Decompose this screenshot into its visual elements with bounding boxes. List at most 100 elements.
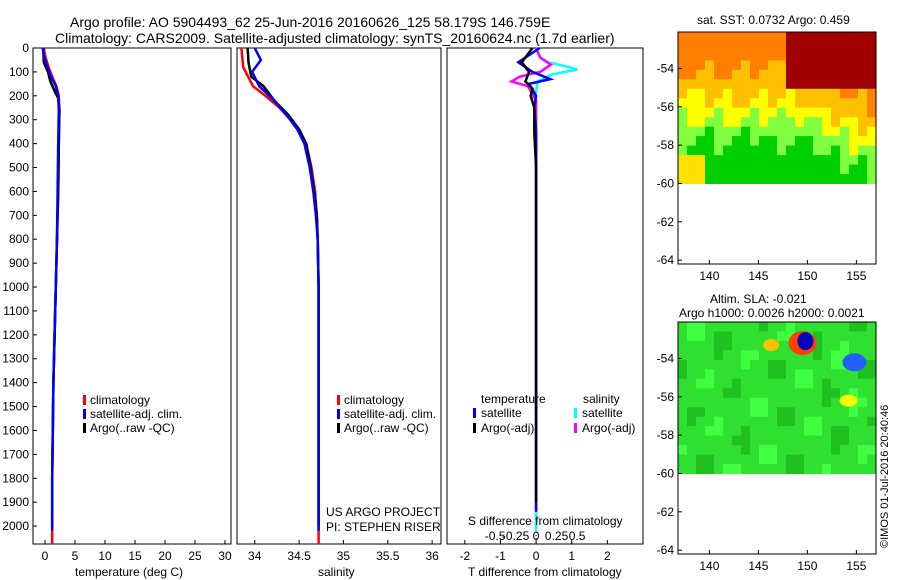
heatmap-cell xyxy=(867,60,877,71)
heatmap-cell xyxy=(696,407,706,418)
legend-label-t-satellite: satellite xyxy=(481,406,522,420)
heatmap-cell xyxy=(804,359,814,370)
heatmap-cell xyxy=(858,322,868,332)
legend-label-s-satellite: satellite xyxy=(582,406,623,420)
heatmap-cell xyxy=(786,445,796,456)
heatmap-cell xyxy=(858,145,868,156)
heatmap-cell xyxy=(777,340,787,351)
heatmap-cell xyxy=(804,164,814,175)
heatmap-cell xyxy=(813,388,823,399)
heatmap-cell xyxy=(750,164,760,175)
heatmap-cell xyxy=(840,32,850,42)
lon-tick-label: 155 xyxy=(846,269,866,283)
heatmap-cell xyxy=(849,340,859,351)
heatmap-cell xyxy=(858,107,868,118)
depth-tick-label: 700 xyxy=(9,208,29,222)
heatmap-cell xyxy=(849,79,859,90)
depth-tick-label: 1800 xyxy=(2,471,29,485)
depth-tick-label: 1000 xyxy=(2,280,29,294)
heatmap-cell xyxy=(867,88,877,99)
heatmap-cell xyxy=(678,136,688,147)
heatmap-cell xyxy=(849,378,859,389)
heatmap-cell xyxy=(678,322,688,332)
heatmap-cell xyxy=(786,32,796,42)
heatmap-cell xyxy=(705,32,715,42)
heatmap-cell xyxy=(840,107,850,118)
heatmap-cell xyxy=(822,369,832,380)
temperature-depth-ticks: 0 100 200 300 400 500 600 700 800 900 1000 1100 1200… xyxy=(2,41,37,533)
heatmap-cell xyxy=(741,164,751,175)
heatmap-cell xyxy=(840,98,850,109)
heatmap-cell xyxy=(678,454,688,465)
heatmap-cell xyxy=(858,50,868,61)
heatmap-cell xyxy=(723,454,733,465)
heatmap-cell xyxy=(822,69,832,80)
heatmap-cell xyxy=(822,388,832,399)
heatmap-cell xyxy=(732,155,742,166)
heatmap-cell xyxy=(831,126,841,137)
heatmap-cell xyxy=(687,340,697,351)
heatmap-cell xyxy=(768,445,778,456)
lat-tick-label: -58 xyxy=(657,138,675,152)
heatmap-cell xyxy=(696,32,706,42)
heatmap-cell xyxy=(741,426,751,437)
heatmap-cell xyxy=(732,79,742,90)
heatmap-cell xyxy=(696,60,706,71)
heatmap-cell xyxy=(696,145,706,156)
heatmap-cell xyxy=(822,145,832,156)
heatmap-cell xyxy=(759,79,769,90)
heatmap-cell xyxy=(777,445,787,456)
heatmap-cell xyxy=(795,388,805,399)
heatmap-cell xyxy=(768,88,778,99)
heatmap-cell xyxy=(741,350,751,361)
sst-longitude-ticks: 140 145 150 155 xyxy=(699,260,867,283)
salinity-legend: climatology satellite-adj. clim. Argo(..… xyxy=(337,393,436,435)
heatmap-cell xyxy=(813,454,823,465)
heatmap-cell xyxy=(741,136,751,147)
heatmap-cell xyxy=(687,155,697,166)
heatmap-cell xyxy=(741,445,751,456)
sla-map-title-line1: Altim. SLA: -0.021 xyxy=(710,292,807,306)
heatmap-cell xyxy=(687,350,697,361)
header-subtitle: Climatology: CARS2009. Satellite-adjuste… xyxy=(55,30,615,46)
heatmap-cell xyxy=(714,416,724,427)
heatmap-cell xyxy=(795,397,805,408)
heatmap-cell xyxy=(759,155,769,166)
heatmap-cell xyxy=(858,136,868,147)
heatmap-cell xyxy=(786,164,796,175)
heatmap-cell xyxy=(723,60,733,71)
heatmap-cell xyxy=(768,79,778,90)
heatmap-cell xyxy=(687,359,697,370)
heatmap-cell xyxy=(687,164,697,175)
heatmap-cell xyxy=(768,155,778,166)
heatmap-cell xyxy=(777,331,787,342)
heatmap-cell xyxy=(732,340,742,351)
heatmap-cell xyxy=(795,126,805,137)
heatmap-cell xyxy=(858,454,868,465)
heatmap-cell xyxy=(768,136,778,147)
heatmap-cell xyxy=(786,41,796,52)
heatmap-cell xyxy=(867,41,877,52)
heatmap-cell xyxy=(849,426,859,437)
x-tick-label: 36 xyxy=(425,549,439,563)
heatmap-cell xyxy=(813,378,823,389)
heatmap-cell xyxy=(777,322,787,332)
heatmap-cell xyxy=(750,397,760,408)
heatmap-cell xyxy=(696,388,706,399)
heatmap-cell xyxy=(741,98,751,109)
heatmap-cell xyxy=(687,435,697,446)
heatmap-cell xyxy=(822,136,832,147)
difference-axes xyxy=(446,47,644,545)
heatmap-cell xyxy=(723,107,733,118)
heatmap-cell xyxy=(732,407,742,418)
heatmap-cell xyxy=(696,79,706,90)
project-annotation-line2: PI: STEPHEN RISER xyxy=(326,520,441,534)
heatmap-cell xyxy=(822,98,832,109)
x-tick-label: 30 xyxy=(218,549,232,563)
heatmap-cell xyxy=(867,350,877,361)
lon-tick-label: 150 xyxy=(797,269,817,283)
heatmap-cell xyxy=(822,378,832,389)
heatmap-cell xyxy=(804,454,814,465)
heatmap-cell xyxy=(849,155,859,166)
